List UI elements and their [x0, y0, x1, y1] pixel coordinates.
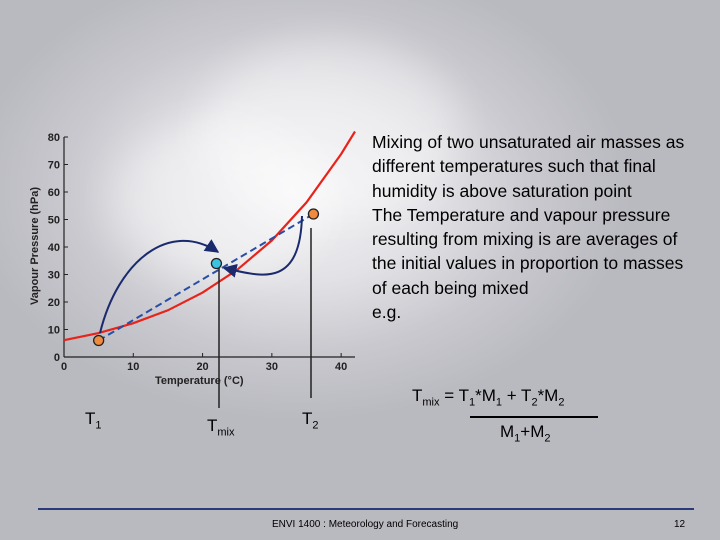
bullet-text: The Temperature and vapour pressure resu…: [372, 204, 684, 298]
data-point: [307, 208, 320, 220]
tmix-label: Tmix: [207, 416, 235, 439]
data-point: [92, 334, 105, 347]
page-number: 12: [674, 519, 686, 530]
x-tick-label: 10: [127, 361, 139, 373]
t1-label: T1: [85, 409, 102, 432]
formula-denominator: M1+M2: [500, 422, 551, 445]
cloud-background: [200, 40, 460, 220]
y-tick-label: 10: [48, 325, 60, 337]
y-tick-label: 60: [48, 187, 60, 199]
y-tick-label: 40: [48, 242, 60, 254]
bullet-text: e.g.: [372, 302, 402, 323]
bullet-text: Mixing of two unsaturated air masses as …: [372, 132, 685, 201]
formula-numerator: Tmix = T1*M1 + T2*M2: [412, 386, 565, 409]
y-tick-label: 70: [48, 160, 60, 172]
x-axis-label: Temperature (°C): [155, 375, 244, 387]
x-tick-label: 20: [196, 361, 208, 373]
data-point: [210, 257, 223, 270]
y-tick-label: 20: [48, 297, 60, 309]
x-tick-label: 40: [335, 361, 347, 373]
footer-divider: [38, 508, 694, 510]
y-tick-label: 50: [48, 215, 60, 227]
arrow-t1-to-mix: [99, 239, 220, 334]
x-tick-label: 30: [266, 361, 278, 373]
t2-label: T2: [302, 409, 319, 432]
saturation-curve: [63, 130, 356, 342]
arrow-t2-to-mix: [222, 215, 303, 278]
y-tick-label: 0: [54, 352, 60, 364]
mixing-line: [98, 213, 314, 342]
y-axis-label: Vapour Pressure (hPa): [29, 187, 41, 305]
explanation-text: Mixing of two unsaturated air masses as …: [372, 130, 702, 324]
x-tick-label: 0: [61, 361, 67, 373]
y-tick-label: 80: [48, 132, 60, 144]
fraction-bar: [470, 416, 598, 418]
y-tick-label: 30: [48, 270, 60, 282]
footer-course-title: ENVI 1400 : Meteorology and Forecasting: [272, 519, 459, 530]
